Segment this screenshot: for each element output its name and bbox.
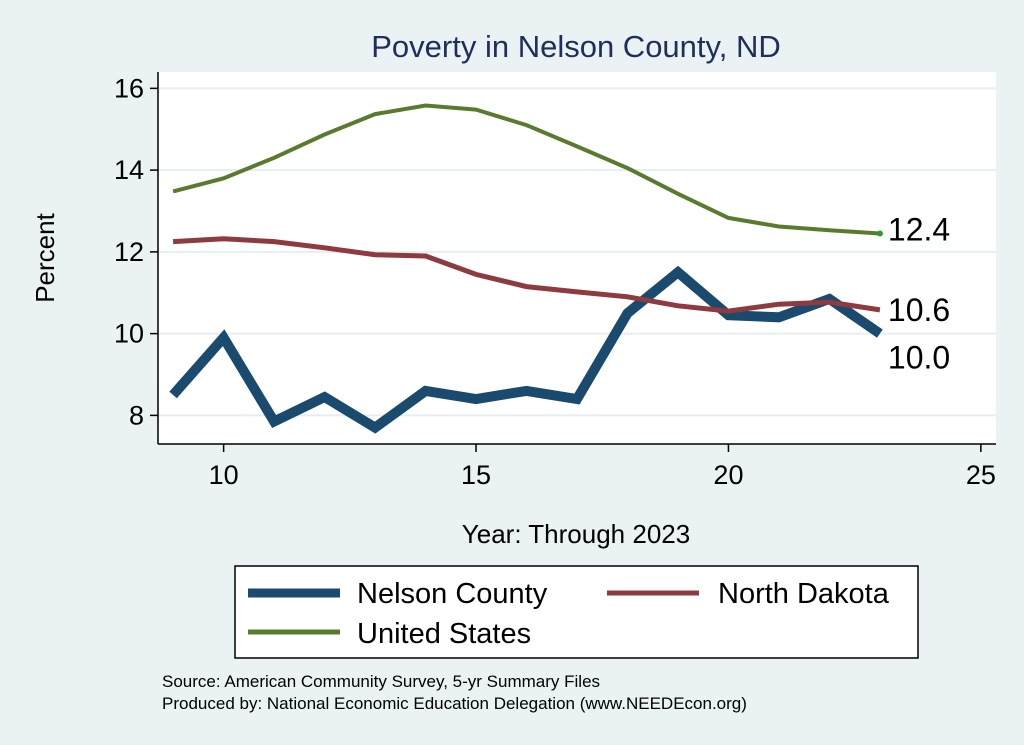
legend-label-united-states: United States bbox=[357, 618, 531, 650]
legend: Nelson County North Dakota United States bbox=[234, 565, 919, 659]
plot-area bbox=[158, 72, 996, 444]
source-note: Source: American Community Survey, 5-yr … bbox=[162, 672, 600, 691]
legend-box bbox=[234, 565, 919, 659]
x-tick-label-25: 25 bbox=[966, 460, 996, 490]
x-ticks: 10 15 20 25 bbox=[209, 444, 996, 490]
x-tick-label-15: 15 bbox=[461, 460, 491, 490]
end-label-north-dakota: 10.6 bbox=[888, 292, 950, 328]
y-axis-title: Percent bbox=[30, 212, 60, 302]
legend-label-north-dakota: North Dakota bbox=[718, 578, 890, 610]
x-tick-label-20: 20 bbox=[713, 460, 743, 490]
legend-label-nelson-county: Nelson County bbox=[357, 578, 548, 610]
end-labels: 10.0 10.6 12.4 bbox=[888, 211, 950, 375]
x-axis-title: Year: Through 2023 bbox=[462, 519, 690, 549]
end-label-united-states: 12.4 bbox=[888, 211, 950, 247]
y-tick-label-12: 12 bbox=[114, 237, 144, 267]
y-tick-label-16: 16 bbox=[114, 73, 144, 103]
axes bbox=[157, 72, 996, 445]
y-tick-label-10: 10 bbox=[114, 319, 144, 349]
end-label-nelson-county: 10.0 bbox=[888, 340, 950, 376]
chart-title: Poverty in Nelson County, ND bbox=[371, 29, 780, 64]
y-tick-label-8: 8 bbox=[129, 400, 144, 430]
y-ticks: 8 10 12 14 16 bbox=[114, 73, 158, 430]
end-marker-united-states bbox=[876, 230, 883, 237]
y-tick-label-14: 14 bbox=[114, 155, 144, 185]
series-line-north-dakota bbox=[172, 236, 881, 314]
series-lines bbox=[169, 103, 883, 434]
series-line-united-states bbox=[172, 103, 881, 236]
series-line-nelson-county bbox=[169, 265, 883, 434]
x-tick-label-10: 10 bbox=[209, 460, 239, 490]
produced-by-note: Produced by: National Economic Education… bbox=[162, 694, 747, 713]
